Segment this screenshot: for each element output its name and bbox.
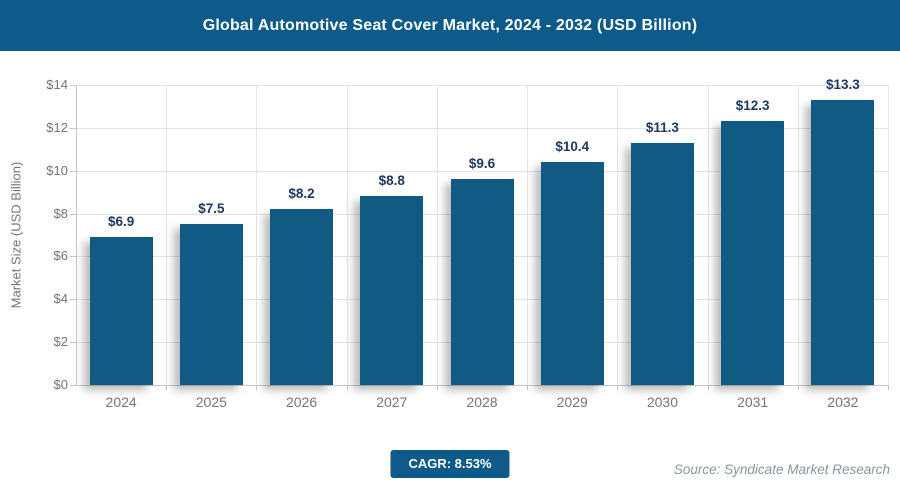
- bar-value-label: $6.9: [107, 214, 135, 230]
- cagr-badge: CAGR: 8.53%: [390, 450, 510, 478]
- h-gridline: [76, 170, 888, 172]
- bar-value-label: $7.5: [198, 201, 225, 217]
- y-tick-mark: [70, 342, 76, 344]
- bar-value-label: $11.3: [645, 119, 679, 135]
- y-tick-label: $12: [46, 119, 68, 135]
- bar-value-label: $12.3: [735, 98, 770, 114]
- x-tick-mark: [346, 385, 348, 390]
- x-tick-mark: [797, 385, 799, 390]
- x-axis-line: [76, 385, 888, 386]
- bar-value-label: $8.8: [378, 173, 405, 189]
- x-tick-mark: [256, 385, 258, 390]
- bar: [179, 224, 243, 385]
- y-axis-line: [76, 85, 77, 385]
- y-tick-label: $0: [53, 377, 68, 392]
- bar: [540, 162, 604, 385]
- v-gridline: [256, 85, 258, 385]
- bar: [721, 121, 785, 385]
- chart-title: Global Automotive Seat Cover Market, 202…: [202, 16, 698, 34]
- y-tick-mark: [70, 385, 76, 386]
- bar: [360, 196, 424, 385]
- x-tick-mark: [707, 385, 709, 390]
- bar-value-label: $10.4: [555, 139, 590, 155]
- v-gridline: [797, 85, 799, 385]
- y-tick-mark: [70, 85, 76, 86]
- h-gridline: [76, 127, 888, 129]
- x-tick-mark: [617, 385, 619, 390]
- y-tick-label: $2: [53, 334, 68, 350]
- y-tick-mark: [70, 256, 76, 258]
- bar: [450, 179, 514, 385]
- x-tick-label: 2028: [466, 394, 498, 410]
- y-tick-mark: [70, 127, 76, 129]
- v-gridline: [617, 85, 619, 385]
- y-tick-mark: [70, 299, 76, 301]
- y-tick-mark: [70, 170, 76, 172]
- x-tick-label: 2029: [556, 394, 588, 410]
- x-tick-label: 2024: [105, 394, 137, 410]
- x-tick-mark: [888, 385, 889, 390]
- y-tick-mark: [70, 213, 76, 215]
- v-gridline: [707, 85, 709, 385]
- bar: [630, 142, 694, 385]
- bar: [811, 100, 875, 385]
- bar-value-label: $8.2: [288, 186, 315, 202]
- x-tick-label: 2027: [376, 394, 408, 410]
- x-tick-label: 2030: [646, 394, 679, 410]
- source-credit: Source: Syndicate Market Research: [673, 462, 890, 477]
- y-tick-label: $8: [53, 205, 68, 221]
- bar-value-label: $13.3: [825, 77, 860, 92]
- y-tick-label: $6: [53, 248, 68, 264]
- chart-title-bar: Global Automotive Seat Cover Market, 202…: [0, 0, 900, 51]
- h-gridline: [76, 85, 888, 86]
- x-tick-label: 2032: [827, 394, 859, 410]
- x-tick-mark: [166, 385, 168, 390]
- x-tick-mark: [436, 385, 438, 390]
- y-axis-title: Market Size (USD Billion): [8, 161, 24, 309]
- v-gridline: [527, 85, 529, 385]
- bar: [89, 237, 153, 385]
- x-tick-mark: [527, 385, 529, 390]
- x-tick-label: 2025: [195, 394, 227, 410]
- v-gridline: [346, 85, 348, 385]
- v-gridline: [166, 85, 168, 385]
- plot-area: $0 $2 $4 $6 $8 $10 $12 $14 $6.9 2024 $7.5 2025 $8.2 2…: [46, 77, 889, 410]
- y-tick-label: $10: [46, 162, 68, 178]
- y-tick-label: $14: [46, 77, 68, 92]
- x-tick-label: 2031: [737, 394, 769, 410]
- bar-value-label: $9.6: [468, 156, 496, 172]
- v-gridline: [436, 85, 438, 385]
- bar: [270, 209, 334, 385]
- x-tick-label: 2026: [285, 394, 318, 410]
- v-gridline: [888, 85, 889, 385]
- y-tick-label: $4: [53, 291, 68, 307]
